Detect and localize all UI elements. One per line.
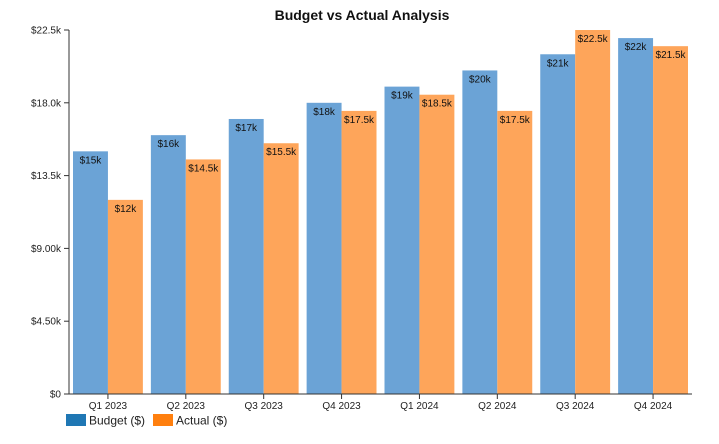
bar-budget-q1-2024	[384, 86, 420, 394]
bar-actual-q2-2024	[497, 110, 533, 394]
bar-budget-q2-2023	[150, 135, 186, 394]
bar-budget-q4-2023	[306, 102, 342, 395]
data-label-actual-q2-2023: $14.5k	[188, 163, 219, 174]
bar-actual-q2-2023	[185, 159, 221, 394]
legend-swatch-budget	[66, 414, 86, 426]
bar-budget-q1-2023	[73, 151, 108, 394]
data-label-actual-q2-2024: $17.5k	[500, 115, 531, 126]
bar-actual-q1-2024	[419, 94, 455, 394]
data-label-budget-q2-2023: $16k	[158, 139, 181, 150]
data-label-budget-q3-2024: $21k	[547, 58, 570, 69]
bar-actual-q1-2023	[107, 199, 143, 394]
y-tick-label: $18.0k	[31, 98, 62, 109]
bar-budget-q3-2024	[540, 54, 576, 395]
y-tick-label: $9.00k	[31, 244, 62, 255]
data-label-actual-q1-2024: $18.5k	[422, 99, 453, 110]
data-label-budget-q4-2023: $18k	[313, 107, 336, 118]
data-label-actual-q3-2024: $22.5k	[578, 34, 609, 45]
data-labels-group: $15k $12k $16k $14.5k $17k $15.5k $18k $17.5k $1…	[80, 34, 687, 215]
bar-actual-q4-2023	[341, 110, 377, 394]
data-label-budget-q3-2023: $17k	[235, 123, 258, 134]
bar-actual-q3-2023	[263, 143, 299, 394]
bar-budget-q3-2023	[228, 118, 264, 394]
legend-label-actual: Actual ($)	[176, 414, 227, 428]
x-tick-label: Q2 2023	[167, 401, 206, 412]
bar-actual-q3-2024	[575, 30, 611, 394]
data-label-actual-q3-2023: $15.5k	[266, 147, 297, 158]
bars-group	[73, 30, 688, 395]
data-label-actual-q4-2023: $17.5k	[344, 115, 375, 126]
y-tick-label: $13.5k	[31, 171, 62, 182]
data-label-actual-q4-2024: $21.5k	[656, 50, 687, 61]
y-tick-label: $4.50k	[31, 317, 62, 328]
x-tick-label: Q1 2024	[400, 401, 439, 412]
y-tick-label: $0	[50, 390, 62, 401]
bar-actual-q4-2024	[653, 46, 688, 395]
data-label-budget-q1-2023: $15k	[80, 155, 103, 166]
bar-budget-q4-2024	[618, 38, 654, 394]
x-tick-label: Q4 2023	[322, 401, 361, 412]
data-label-budget-q2-2024: $20k	[469, 74, 492, 85]
legend-swatch-actual	[153, 414, 173, 426]
data-label-budget-q4-2024: $22k	[625, 42, 648, 53]
chart-title: Budget vs Actual Analysis	[275, 7, 450, 23]
x-tick-label: Q3 2024	[556, 401, 595, 412]
x-tick-label: Q4 2024	[634, 401, 673, 412]
y-axis: $0 $4.50k $9.00k $13.5k $18.0k $22.5k	[31, 26, 70, 401]
y-tick-label: $22.5k	[31, 26, 62, 37]
data-label-budget-q1-2024: $19k	[391, 91, 414, 102]
x-axis: Q1 2023 Q2 2023 Q3 2023 Q4 2023 Q1 2024 Q2 20…	[69, 393, 692, 412]
legend: Budget ($) Actual ($)	[66, 414, 227, 428]
bar-budget-q2-2024	[462, 70, 498, 394]
legend-label-budget: Budget ($)	[89, 414, 145, 428]
data-label-actual-q1-2023: $12k	[115, 204, 138, 215]
x-tick-label: Q2 2024	[478, 401, 517, 412]
x-tick-label: Q3 2023	[245, 401, 284, 412]
x-tick-label: Q1 2023	[89, 401, 128, 412]
